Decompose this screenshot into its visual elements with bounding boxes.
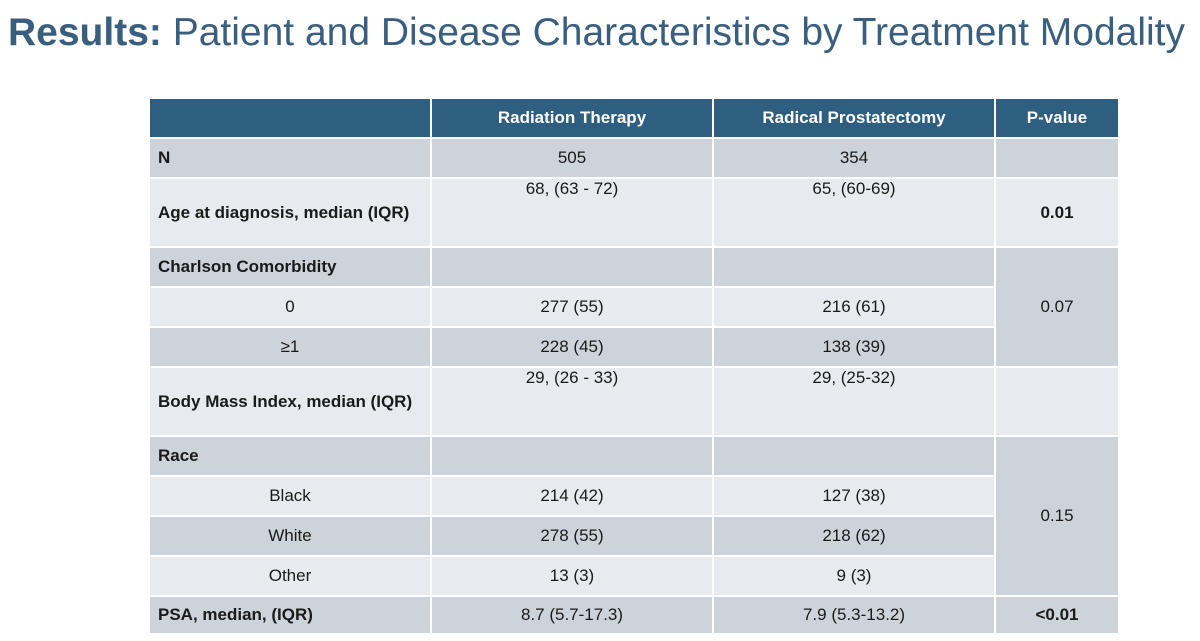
header-cell-p-value: P-value [994, 97, 1120, 139]
cell-radiation-therapy [430, 246, 714, 288]
cell-radiation-therapy: 228 (45) [430, 326, 714, 368]
cell-radical-prostatectomy: 218 (62) [712, 515, 996, 557]
header-cell-radiation-therapy: Radiation Therapy [430, 97, 714, 139]
row-label: Other [148, 555, 432, 597]
cell-radical-prostatectomy: 29, (25-32) [712, 366, 996, 437]
table-row: PSA, median, (IQR) 8.7 (5.7-17.3) 7.9 (5… [148, 595, 1120, 635]
row-label: Charlson Comorbidity [148, 246, 432, 288]
cell-radiation-therapy: 505 [430, 137, 714, 179]
cell-radiation-therapy: 68, (63 - 72) [430, 177, 714, 248]
cell-radiation-therapy: 29, (26 - 33) [430, 366, 714, 437]
header-cell-label [148, 97, 432, 139]
table-row: Black 214 (42) 127 (38) [148, 475, 1119, 517]
row-label: Black [148, 475, 432, 517]
table-row: Age at diagnosis, median (IQR) 68, (63 -… [148, 177, 1120, 248]
slide-title: Results: Patient and Disease Characteris… [8, 10, 1185, 56]
table-row: N 505 354 [148, 137, 1120, 179]
cell-radical-prostatectomy: 354 [712, 137, 996, 179]
cell-radiation-therapy: 277 (55) [430, 286, 714, 328]
row-label: Body Mass Index, median (IQR) [148, 366, 432, 437]
row-label: 0 [148, 286, 432, 328]
table-row: 0 277 (55) 216 (61) [148, 286, 1119, 328]
cell-p-value [994, 137, 1120, 179]
table-row: White 278 (55) 218 (62) [148, 515, 1119, 557]
cell-radiation-therapy: 278 (55) [430, 515, 714, 557]
row-label: PSA, median, (IQR) [148, 595, 432, 635]
table-row: Race 0.15 [148, 435, 1120, 597]
table-row: Other 13 (3) 9 (3) [148, 555, 1119, 597]
cell-radiation-therapy: 13 (3) [430, 555, 714, 597]
row-label: ≥1 [148, 326, 432, 368]
table-row: ≥1 228 (45) 138 (39) [148, 326, 1119, 368]
cell-radical-prostatectomy: 9 (3) [712, 555, 996, 597]
cell-radiation-therapy: 8.7 (5.7-17.3) [430, 595, 714, 635]
header-cell-radical-prostatectomy: Radical Prostatectomy [712, 97, 996, 139]
title-prefix: Results: [8, 11, 162, 54]
cell-radical-prostatectomy: 216 (61) [712, 286, 996, 328]
title-text: Patient and Disease Characteristics by T… [161, 11, 1185, 54]
cell-radical-prostatectomy [712, 435, 996, 477]
cell-radiation-therapy: 214 (42) [430, 475, 714, 517]
cell-radical-prostatectomy: 138 (39) [712, 326, 996, 368]
cell-radical-prostatectomy [712, 246, 996, 288]
cell-radical-prostatectomy: 65, (60-69) [712, 177, 996, 248]
cell-radiation-therapy [430, 435, 714, 477]
table-header-row: Radiation Therapy Radical Prostatectomy … [148, 97, 1120, 139]
results-table: Radiation Therapy Radical Prostatectomy … [148, 97, 1120, 635]
cell-radical-prostatectomy: 7.9 (5.3-13.2) [712, 595, 996, 635]
cell-radical-prostatectomy: 127 (38) [712, 475, 996, 517]
cell-p-value [994, 366, 1120, 437]
table-row: Charlson Comorbidity 0.07 [148, 246, 1120, 368]
row-label: N [148, 137, 432, 179]
row-label: Race [148, 435, 432, 477]
cell-p-value: 0.15 [994, 435, 1120, 597]
row-label: Age at diagnosis, median (IQR) [148, 177, 432, 248]
table-row: Body Mass Index, median (IQR) 29, (26 - … [148, 366, 1120, 437]
cell-p-value: 0.07 [994, 246, 1120, 368]
row-label: White [148, 515, 432, 557]
cell-p-value: <0.01 [994, 595, 1120, 635]
cell-p-value: 0.01 [994, 177, 1120, 248]
